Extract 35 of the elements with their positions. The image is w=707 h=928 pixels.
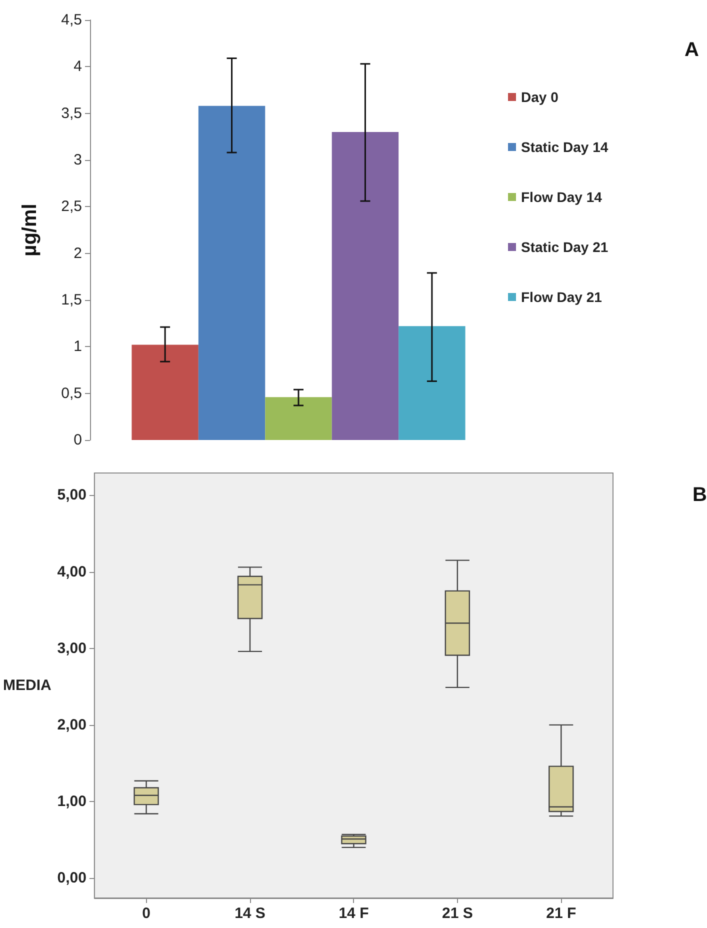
- x-tick-label: 0: [142, 905, 150, 922]
- y-tick-label: 1: [74, 338, 82, 356]
- y-tick-label: 4,5: [61, 12, 82, 28]
- y-tick-label: 0,5: [61, 384, 82, 402]
- bar: [398, 326, 466, 440]
- text: B: [692, 484, 707, 506]
- y-tick-label: 3,00: [57, 640, 86, 657]
- legend-label: Flow Day 14: [521, 189, 602, 205]
- y-tick-label: 0,00: [57, 870, 86, 887]
- legend-label: Static Day 14: [521, 139, 608, 155]
- bar: [265, 397, 332, 440]
- bar: [132, 344, 198, 440]
- y-tick-label: 2: [74, 244, 82, 262]
- y-tick-label: 2,5: [61, 198, 82, 216]
- x-tick-label: 21 F: [546, 905, 576, 922]
- y-tick-label: 5,00: [57, 486, 86, 504]
- y-tick-label: 4: [74, 58, 82, 76]
- legend-label: Flow Day 21: [521, 289, 602, 305]
- legend-label: Day 0: [521, 89, 559, 105]
- y-axis-title: MEDIA: [2, 677, 52, 694]
- y-tick-label: 3,5: [61, 104, 82, 122]
- y-tick-label: 4,00: [57, 563, 86, 580]
- y-tick-label: 3: [74, 152, 82, 168]
- bar: [332, 132, 399, 440]
- x-tick-label: 14 F: [338, 905, 369, 922]
- legend-label: Static Day 21: [521, 239, 608, 255]
- bar: [198, 106, 266, 440]
- x-tick-label: 21 S: [442, 905, 473, 922]
- y-tick-label: 0: [74, 432, 82, 448]
- x-tick-label: 14 S: [234, 905, 266, 922]
- y-tick-label: 1,00: [57, 793, 86, 810]
- y-axis-title: µg/ml: [19, 204, 41, 256]
- y-tick-label: 2,00: [57, 716, 86, 734]
- text: A: [684, 39, 700, 61]
- y-tick-label: 1,5: [61, 292, 82, 308]
